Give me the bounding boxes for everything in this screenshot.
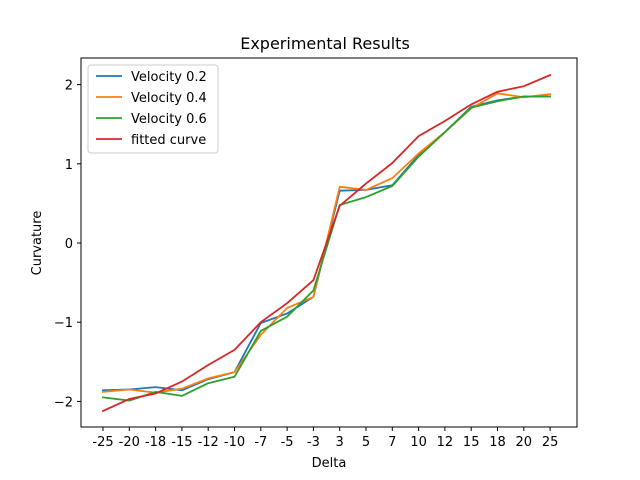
series-line-4 xyxy=(101,73,552,413)
y-axis-label: Curvature xyxy=(30,211,45,276)
y-tick-label: 1 xyxy=(65,158,73,173)
x-tick-label: 18 xyxy=(489,435,506,450)
x-tick-label: 10 xyxy=(410,435,427,450)
legend: Velocity 0.2 Velocity 0.4 Velocity 0.6 fitt… xyxy=(87,64,219,154)
x-tick-label: -3 xyxy=(307,435,320,450)
y-tick-label: 0 xyxy=(65,237,73,252)
x-tick-label: -18 xyxy=(145,435,166,450)
y-axis-ticks: −2 −1 0 1 2 xyxy=(54,79,81,410)
legend-label: fitted curve xyxy=(131,133,206,148)
x-tick-label: -15 xyxy=(171,435,192,450)
x-tick-label: -25 xyxy=(92,435,113,450)
x-axis-ticks: -25 -20 -18 -15 -12 -10 -7 -5 -3 3 5 7 10 12 15 18 20 25 xyxy=(92,427,558,450)
x-tick-label: -20 xyxy=(119,435,140,450)
x-tick-label: 3 xyxy=(336,435,344,450)
legend-box xyxy=(87,64,219,154)
x-tick-label: 7 xyxy=(388,435,396,450)
series-line-3 xyxy=(101,95,551,402)
y-tick-label: −1 xyxy=(54,316,73,331)
legend-label: Velocity 0.2 xyxy=(131,70,207,85)
x-tick-label: 12 xyxy=(437,435,454,450)
plot-area xyxy=(101,73,552,413)
x-tick-label: -5 xyxy=(281,435,294,450)
x-tick-label: 5 xyxy=(362,435,370,450)
x-tick-label: 20 xyxy=(516,435,533,450)
x-tick-label: -12 xyxy=(198,435,219,450)
legend-label: Velocity 0.4 xyxy=(131,91,207,106)
x-tick-label: -7 xyxy=(254,435,267,450)
x-tick-label: 25 xyxy=(542,435,559,450)
y-tick-label: −2 xyxy=(54,395,73,410)
x-tick-label: 15 xyxy=(463,435,480,450)
y-tick-label: 2 xyxy=(65,79,73,94)
x-tick-label: -10 xyxy=(224,435,245,450)
chart-title: Experimental Results xyxy=(240,34,410,53)
x-axis-label: Delta xyxy=(312,456,347,471)
legend-label: Velocity 0.6 xyxy=(131,112,207,127)
